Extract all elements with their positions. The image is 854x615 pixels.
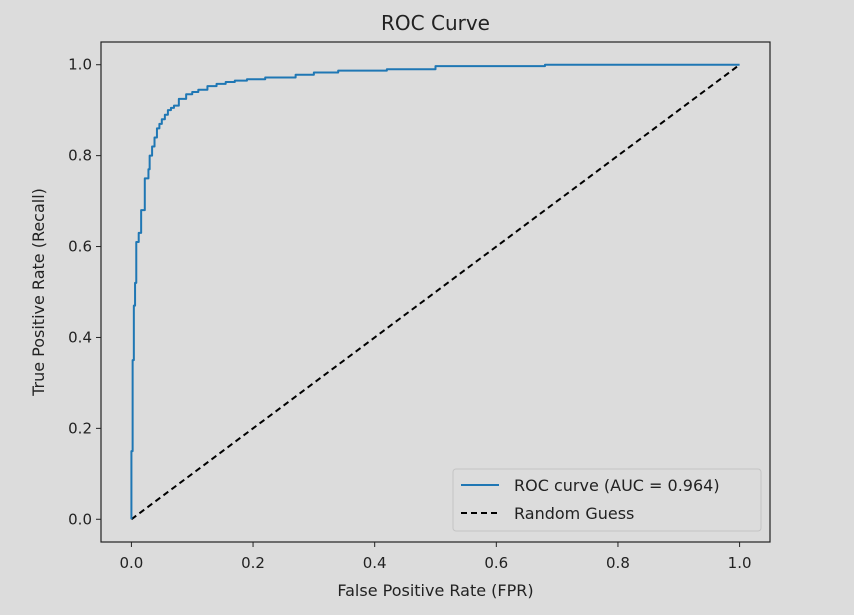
y-tick-label: 1.0 (68, 56, 92, 74)
y-tick-label: 0.0 (68, 510, 92, 528)
legend: ROC curve (AUC = 0.964) Random Guess (453, 469, 761, 531)
x-axis-label: False Positive Rate (FPR) (337, 581, 533, 600)
x-tick-label: 0.6 (484, 554, 508, 572)
y-tick-label: 0.4 (68, 328, 92, 346)
y-axis-label: True Positive Rate (Recall) (29, 188, 48, 397)
legend-label-roc: ROC curve (AUC = 0.964) (514, 476, 720, 495)
x-tick-label: 0.2 (241, 554, 265, 572)
x-tick-label: 0.0 (119, 554, 143, 572)
x-tick-label: 0.4 (363, 554, 387, 572)
y-tick-label: 0.2 (68, 419, 92, 437)
y-tick-label: 0.6 (68, 238, 92, 256)
legend-label-random: Random Guess (514, 504, 634, 523)
x-tick-label: 0.8 (606, 554, 630, 572)
x-tick-label: 1.0 (728, 554, 752, 572)
y-tick-label: 0.8 (68, 147, 92, 165)
chart-title: ROC Curve (381, 11, 490, 35)
